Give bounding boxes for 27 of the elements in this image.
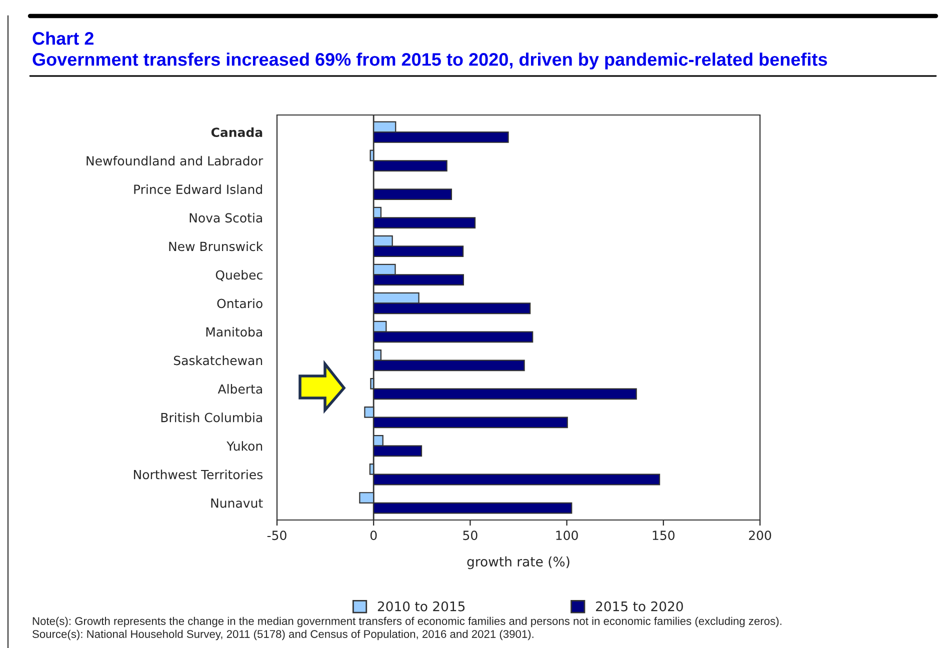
- y-tick-label: Nova Scotia: [190, 212, 262, 223]
- y-tick-label: British Columbia: [161, 412, 262, 422]
- y-tick-label: Quebec: [216, 270, 262, 282]
- text: Chart 2: [32, 32, 94, 45]
- y-tick-label: Nunavut: [211, 498, 263, 508]
- text: Note(s): Growth represents the change in the median government transfers of economic families and persons not in economic families (excluding zeros).: [32, 616, 782, 628]
- y-tick-label: Yukon: [226, 441, 262, 451]
- x-tick-label: 50: [463, 530, 478, 540]
- x-tick-label: 100: [556, 530, 578, 540]
- source-note: Source(s): National Household Survey, 2011 (5178) and Census of Population, 2016 and 2021 (3901).: [32, 630, 534, 640]
- x-tick-label: -50: [267, 530, 286, 540]
- y-tick-label: Saskatchewan: [174, 356, 262, 366]
- y-tick-label: Newfoundland and Labrador: [86, 156, 264, 166]
- x-tick-label: 0: [370, 530, 377, 540]
- y-tick-label: New Brunswick: [169, 241, 264, 252]
- legend-label: 2015 to 2020: [596, 601, 683, 612]
- y-tick-label: Alberta: [218, 384, 262, 394]
- legend-label: 2010 to 2015: [378, 601, 465, 612]
- x-tick-label: 150: [652, 530, 674, 540]
- y-tick-label: Northwest Territories: [134, 470, 263, 480]
- x-tick-label: 200: [748, 530, 772, 540]
- y-tick-label: Prince Edward Island: [134, 184, 262, 194]
- x-axis-title: growth rate (%): [467, 556, 570, 570]
- y-tick-label: Canada: [211, 127, 262, 138]
- y-tick-label: Ontario: [217, 298, 262, 308]
- y-tick-label: Manitoba: [206, 327, 262, 337]
- chart-subtitle: Government transfers increased 69% from 2015 to 2020, driven by pandemic-related benefits: [32, 52, 828, 70]
